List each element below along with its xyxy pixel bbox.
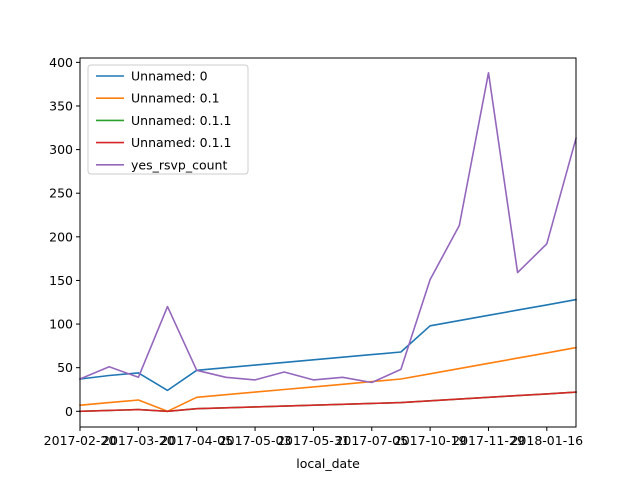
series-line-0 (79, 298, 577, 392)
y-tick-label: 150 (49, 273, 73, 288)
series-layer (78, 72, 577, 413)
x-tick-label: 2017-03-20 (102, 433, 175, 448)
y-tick-label: 300 (49, 142, 73, 157)
x-tick-label: 2017-02-20 (44, 433, 117, 448)
x-axis: 2017-02-202017-03-202017-04-052017-05-03… (44, 427, 583, 448)
plot-frame (79, 57, 577, 428)
y-tick-label: 250 (49, 186, 73, 201)
y-tick-label: 350 (49, 98, 73, 113)
legend-label: Unnamed: 0.1 (131, 91, 220, 106)
x-tick-label: 2017-05-31 (277, 433, 350, 448)
x-tick-label: 2017-04-05 (160, 433, 233, 448)
y-tick-label: 400 (49, 55, 73, 70)
x-tick-label: 2017-10-19 (394, 433, 467, 448)
series-line-4 (78, 72, 577, 384)
legend-label: Unnamed: 0 (131, 69, 208, 84)
legend-label: Unnamed: 0.1.1 (131, 113, 231, 128)
y-tick-label: 50 (57, 360, 73, 375)
x-tick-label: 2017-11-29 (452, 433, 525, 448)
y-tick-label: 0 (65, 404, 73, 419)
x-tick-label: 2017-05-03 (219, 433, 292, 448)
x-tick-label: 2018-01-16 (510, 433, 583, 448)
y-axis: 0 50 100 150 200 250 300 350 400 (49, 55, 80, 419)
series-line-3 (79, 391, 577, 413)
series-line-1 (79, 346, 577, 413)
legend-label: Unnamed: 0.1.1 (131, 135, 231, 150)
y-tick-label: 200 (49, 229, 73, 244)
legend-label: yes_rsvp_count (131, 157, 227, 172)
legend: Unnamed: 0 Unnamed: 0.1 Unnamed: 0.1.1 Unna… (87, 64, 249, 175)
x-tick-label: 2017-07-05 (335, 433, 408, 448)
x-axis-label: local_date (296, 456, 360, 471)
legend-box (87, 64, 249, 175)
y-tick-label: 100 (49, 317, 73, 332)
